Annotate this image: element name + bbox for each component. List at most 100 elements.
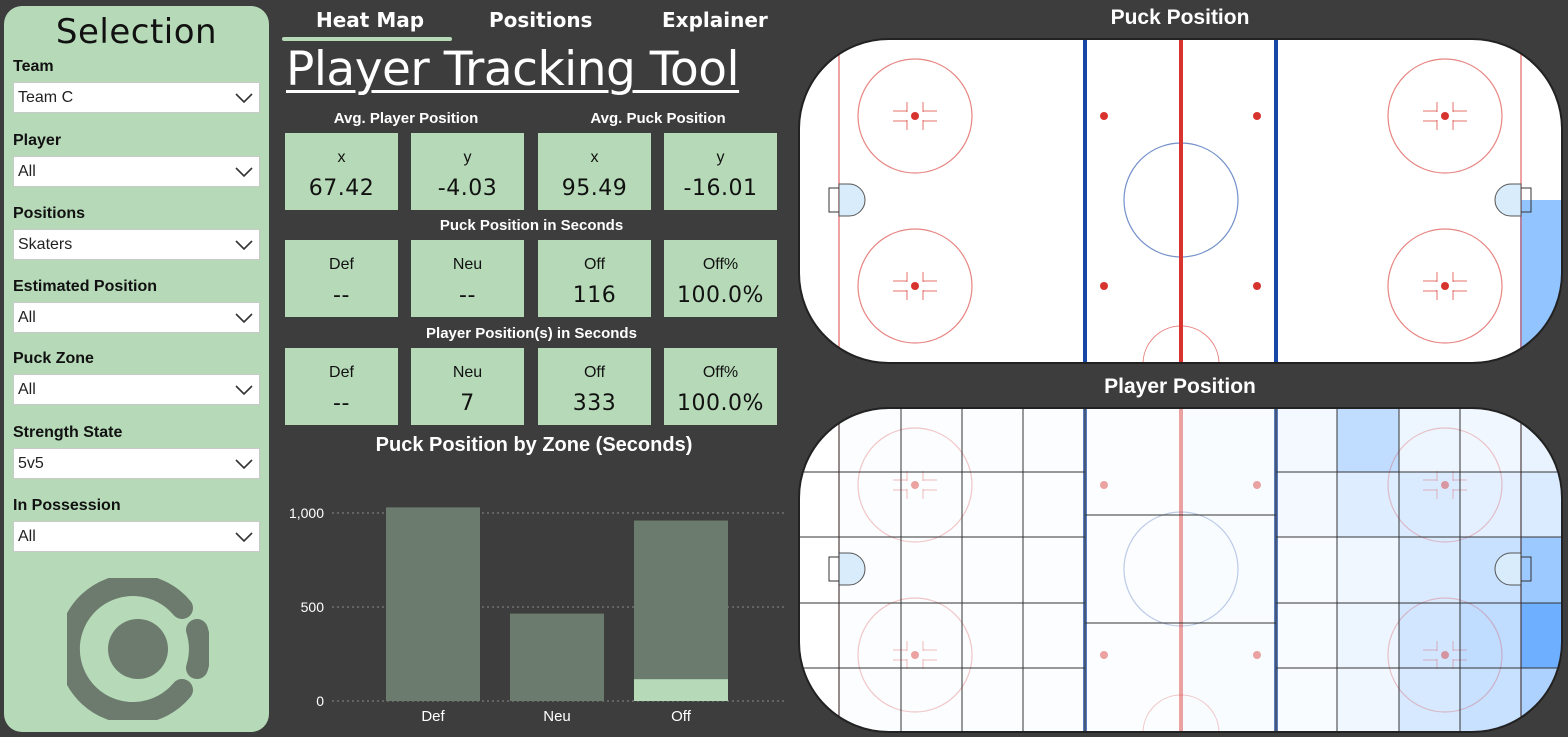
filter-positions: Positions Skaters	[13, 205, 260, 260]
heat-cell	[1181, 603, 1276, 668]
card-label: Neu	[452, 256, 483, 273]
bar-def	[386, 507, 480, 701]
heat-cell	[1521, 537, 1562, 603]
filter-estimated-position: Estimated Position All	[13, 278, 260, 333]
dropdown-value: All	[18, 162, 36, 180]
bar-neu	[510, 613, 604, 701]
neutral-dot	[1253, 481, 1261, 489]
puck-position-rink	[798, 38, 1563, 364]
heat-cell	[1337, 668, 1399, 732]
goal-net	[1521, 187, 1532, 213]
faceoff-circle	[1387, 597, 1503, 713]
player-position-title: Player Position	[1104, 375, 1256, 398]
bar-off	[634, 520, 728, 701]
heat-cell	[1460, 408, 1521, 472]
filter-dropdown[interactable]: All	[13, 374, 260, 405]
filter-label: In Possession	[13, 497, 121, 514]
filter-dropdown[interactable]: All	[13, 302, 260, 333]
puck-zone-bar-chart: 0 500 1,000 Def Neu Off	[289, 505, 785, 725]
heat-cell	[1520, 200, 1562, 363]
heat-cell	[1337, 603, 1399, 668]
puck-seconds-heading: Puck Position in Seconds	[439, 217, 624, 234]
avg-player-y-card: y -4.03	[411, 133, 524, 210]
dropdown-value: All	[18, 527, 36, 545]
faceoff-dot	[911, 651, 919, 659]
tab-explainer[interactable]: Explainer	[662, 8, 768, 32]
goal-crease	[838, 183, 866, 217]
heat-cell	[839, 603, 901, 668]
dropdown-value: Skaters	[18, 235, 73, 253]
rink-markings	[799, 407, 1562, 733]
faceoff-circle	[857, 228, 973, 344]
heat-cell	[1337, 472, 1399, 537]
filter-dropdown[interactable]: Skaters	[13, 229, 260, 260]
goal-crease	[838, 552, 866, 586]
rink-surface	[799, 408, 1562, 732]
heat-cell	[1085, 603, 1181, 668]
chevron-down-icon	[235, 384, 253, 395]
filter-dropdown[interactable]: All	[13, 156, 260, 187]
heat-cell	[962, 472, 1023, 537]
neutral-dot	[1253, 282, 1261, 290]
heat-cell	[1276, 408, 1337, 472]
card-value: 100.0%	[677, 283, 764, 308]
heat-cell	[1181, 407, 1276, 472]
y-tick-label: 1,000	[289, 505, 324, 521]
referee-crease	[1142, 694, 1220, 732]
filter-label: Puck Zone	[13, 350, 94, 367]
heat-cell	[1276, 472, 1337, 537]
neutral-dot	[1253, 112, 1261, 120]
heat-cell	[1399, 472, 1460, 537]
heat-cell	[1085, 537, 1181, 603]
faceoff-circle	[1387, 58, 1503, 174]
tab-positions[interactable]: Positions	[489, 8, 593, 32]
filter-in-possession: In Possession All	[13, 497, 260, 552]
heat-cell	[1460, 668, 1521, 732]
heat-cell	[1337, 408, 1399, 472]
heat-cell	[901, 537, 962, 603]
heat-cell	[1276, 603, 1337, 668]
heat-cell	[962, 407, 1023, 472]
card-label: y	[716, 149, 725, 166]
filter-dropdown[interactable]: 5v5	[13, 448, 260, 479]
heat-cell	[1181, 668, 1276, 733]
player-seconds-neu-card: Neu 7	[411, 348, 524, 425]
rink-boards	[798, 38, 1563, 364]
faceoff-circle	[857, 58, 973, 174]
heat-cell	[1023, 472, 1085, 537]
heat-cell	[1085, 472, 1181, 537]
faceoff-circle	[1387, 228, 1503, 344]
blue-line	[1274, 39, 1278, 363]
heat-cell	[1521, 603, 1562, 668]
player-seconds-def-card: Def --	[285, 348, 398, 425]
center-line	[1179, 408, 1183, 732]
tab-heat-map[interactable]: Heat Map	[316, 8, 425, 32]
heat-cell	[1399, 668, 1460, 732]
card-value: 100.0%	[677, 391, 764, 416]
card-label: Off	[583, 364, 606, 381]
card-label: Def	[329, 364, 354, 381]
goal-net	[1521, 556, 1532, 582]
bar-off-overlay	[634, 679, 728, 701]
filter-label: Estimated Position	[13, 278, 158, 295]
heat-cell	[1023, 603, 1085, 668]
neutral-dot	[1253, 651, 1261, 659]
chevron-down-icon	[235, 239, 253, 250]
heat-cell	[1521, 408, 1562, 472]
filter-dropdown[interactable]: All	[13, 521, 260, 552]
card-label: Off	[583, 256, 606, 273]
filter-puck-zone: Puck Zone All	[13, 350, 260, 405]
heat-cell	[1023, 407, 1085, 472]
heat-cell	[1276, 668, 1337, 733]
x-tick-label: Def	[421, 708, 445, 725]
card-label: Off%	[702, 256, 739, 273]
heat-cell	[839, 472, 901, 537]
dropdown-value: All	[18, 308, 36, 326]
faceoff-circle	[1387, 427, 1503, 543]
faceoff-dot	[1441, 651, 1449, 659]
card-label: x	[337, 149, 346, 166]
chevron-down-icon	[235, 312, 253, 323]
filter-dropdown[interactable]: Team C	[13, 82, 260, 113]
y-tick-label: 0	[316, 693, 324, 709]
faceoff-dot	[911, 481, 919, 489]
